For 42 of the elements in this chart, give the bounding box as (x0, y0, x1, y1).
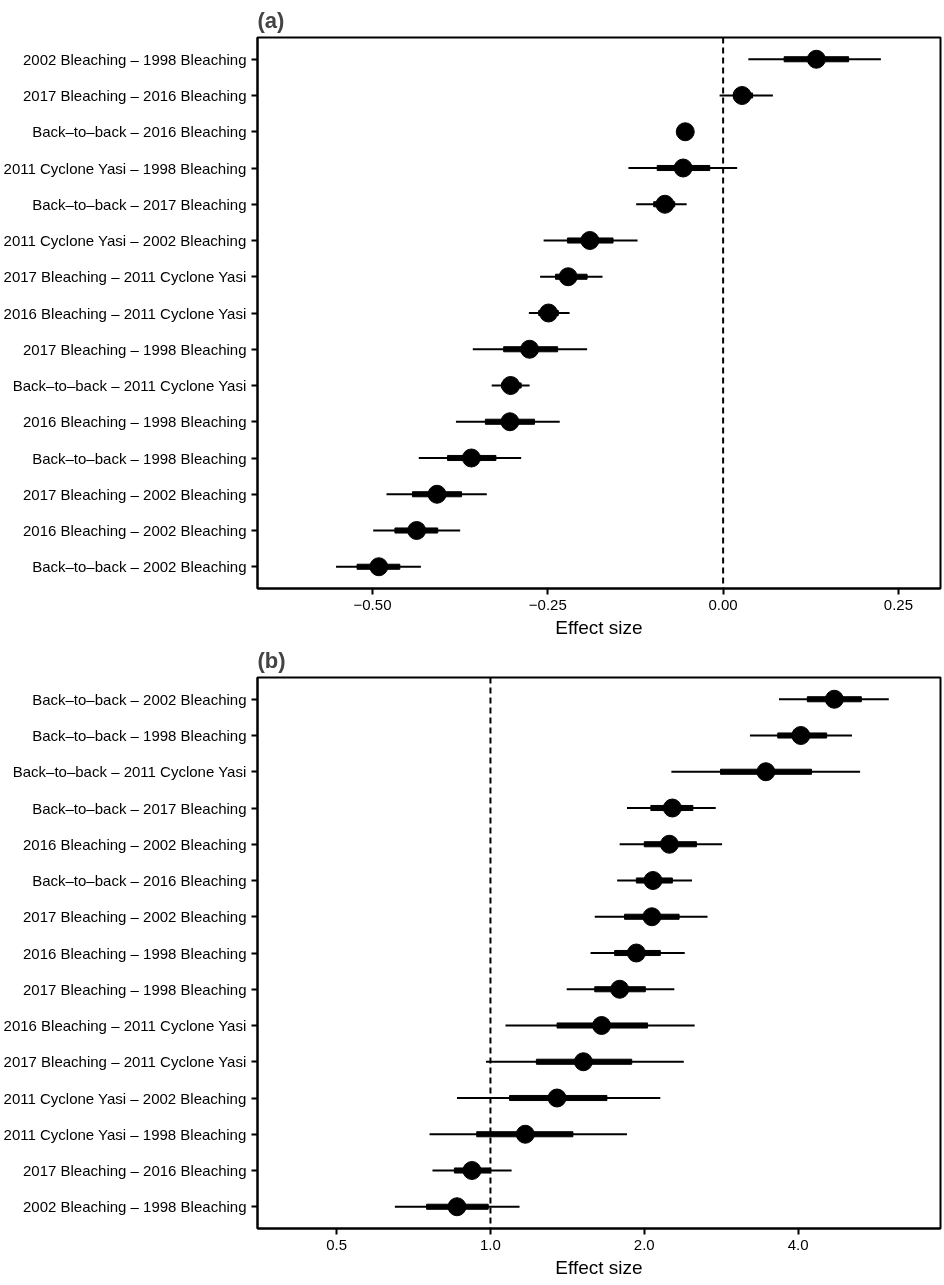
y-tick-label: Back–to–back – 2002 Bleaching (32, 558, 247, 576)
y-tick-label: Back–to–back – 1998 Bleaching (32, 727, 247, 744)
y-tick-label: 2017 Bleaching – 2011 Cyclone Yasi (3, 268, 247, 286)
y-tick-label: Back–to–back – 2017 Bleaching (32, 799, 247, 817)
x-axis-title: Effect size (555, 1256, 643, 1278)
y-tick-label: 2016 Bleaching – 2011 Cyclone Yasi (3, 304, 247, 322)
chart-title: (b) (257, 647, 286, 673)
y-tick-label: 2016 Bleaching – 1998 Bleaching (22, 413, 247, 431)
y-tick-label: 2002 Bleaching – 1998 Bleaching (22, 50, 247, 68)
y-tick-label: Back–to–back – 2002 Bleaching (32, 690, 247, 708)
chart-title: (a) (257, 7, 285, 33)
y-tick-label: 2017 Bleaching – 2011 Cyclone Yasi (3, 1053, 247, 1071)
y-tick-label: 2017 Bleaching – 1998 Bleaching (22, 980, 247, 998)
y-tick-label: Back–to–back – 2017 Bleaching (32, 195, 247, 213)
y-tick-label: 2017 Bleaching – 2016 Bleaching (22, 87, 247, 104)
y-tick-label: 2011 Cyclone Yasi – 2002 Bleaching (3, 232, 247, 249)
y-tick-label: Back–to–back – 2011 Cyclone Yasi (12, 763, 247, 781)
y-tick-label: 2017 Bleaching – 2002 Bleaching (22, 485, 247, 503)
y-tick-label: Back–to–back – 2011 Cyclone Yasi (12, 377, 247, 394)
y-tick-label: 2016 Bleaching – 2002 Bleaching (22, 522, 247, 539)
y-tick-label: 2002 Bleaching – 1998 Bleaching (22, 1198, 247, 1216)
y-tick-label: Back–to–back – 2016 Bleaching (32, 123, 247, 141)
y-tick-label: 2017 Bleaching – 1998 Bleaching (22, 340, 247, 358)
y-tick-label: Back–to–back – 1998 Bleaching (32, 449, 247, 467)
y-tick-label: 2011 Cyclone Yasi – 1998 Bleaching (3, 1125, 247, 1143)
y-tick-label: Back–to–back – 2016 Bleaching (32, 872, 247, 889)
y-tick-label: 2016 Bleaching – 2002 Bleaching (22, 835, 247, 853)
x-tick-label: −0.25 (528, 595, 567, 613)
y-tick-label: 2017 Bleaching – 2002 Bleaching (22, 908, 247, 926)
y-tick-label: 2016 Bleaching – 2011 Cyclone Yasi (3, 1017, 247, 1034)
y-tick-label: 2011 Cyclone Yasi – 1998 Bleaching (3, 159, 247, 177)
y-tick-label: 2017 Bleaching – 2016 Bleaching (22, 1162, 247, 1179)
x-tick-label: 1.0 (480, 1235, 501, 1253)
x-tick-label: 2.0 (633, 1235, 655, 1253)
x-tick-label: −0.50 (353, 595, 392, 613)
x-tick-label: 0.25 (883, 595, 914, 613)
x-tick-label: 0.5 (326, 1235, 348, 1253)
y-tick-label: 2016 Bleaching – 1998 Bleaching (22, 944, 247, 962)
x-tick-label: 0.00 (708, 595, 738, 613)
x-axis-title: Effect size (555, 616, 643, 638)
x-tick-label: 4.0 (787, 1235, 809, 1253)
y-tick-label: 2011 Cyclone Yasi – 2002 Bleaching (3, 1089, 247, 1107)
